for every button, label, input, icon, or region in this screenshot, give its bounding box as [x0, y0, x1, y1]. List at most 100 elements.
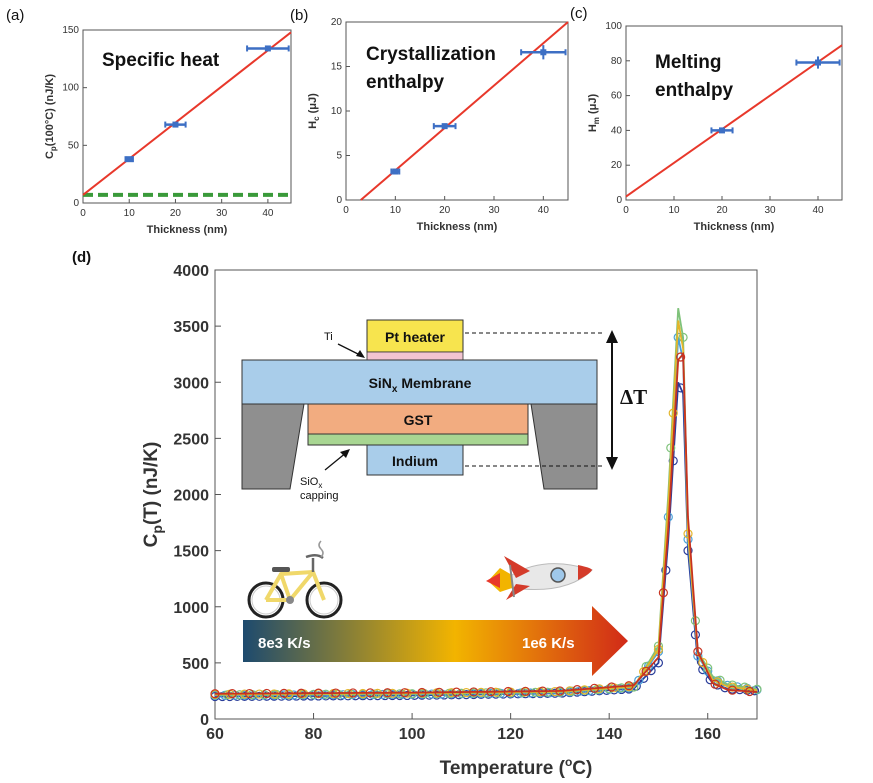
series-marker-4 — [607, 682, 617, 692]
y-tick-label: 5 — [336, 151, 342, 162]
y-tick-label: 100 — [62, 83, 79, 94]
y-tick-label: 15 — [331, 62, 343, 73]
x-tick-label: 60 — [206, 726, 224, 743]
series-marker-4 — [296, 688, 306, 698]
gst-label: GST — [404, 412, 433, 428]
pt-heater-label: Pt heater — [385, 329, 445, 345]
series-marker-4 — [279, 688, 289, 698]
data-point — [126, 156, 133, 163]
rate-slow-label: 8e3 K/s — [258, 635, 311, 652]
series-marker-4 — [417, 687, 427, 698]
series-marker-4 — [365, 688, 375, 698]
series-marker-4 — [693, 647, 703, 657]
series-marker-4 — [469, 687, 479, 697]
series-marker-3 — [727, 682, 737, 692]
y-tick-label: 40 — [611, 125, 623, 136]
x-tick-label: 10 — [668, 205, 680, 216]
y-tick-label: 3000 — [173, 375, 209, 392]
y-tick-label: 500 — [182, 656, 209, 673]
series-marker-3 — [668, 408, 678, 418]
annotation-crystallization: Crystallization — [366, 44, 496, 65]
y-tick-label: 2000 — [173, 488, 209, 505]
linear-fit-line — [82, 31, 292, 196]
bicycle-icon — [247, 540, 343, 619]
x-tick-label: 10 — [390, 205, 402, 216]
y-tick-label: 0 — [200, 712, 209, 729]
y-tick-label: 150 — [62, 25, 79, 36]
x-tick-label: 0 — [343, 205, 349, 216]
plot-area-frame — [625, 25, 843, 201]
calorimeter-schematic: Pt heater Ti SiNx Membrane GST Indium Si… — [241, 319, 647, 502]
ti-layer — [366, 351, 464, 361]
series-marker-4 — [451, 687, 462, 697]
x-tick-label: 20 — [716, 205, 728, 216]
series-marker-4 — [210, 689, 220, 699]
x-tick-label: 30 — [764, 205, 776, 216]
y-tick-label: 100 — [605, 21, 622, 32]
y-tick-label: 1500 — [173, 544, 209, 561]
x-axis-label: Thickness (nm) — [694, 221, 775, 233]
x-tick-label: 80 — [305, 726, 323, 743]
x-tick-label: 0 — [623, 205, 629, 216]
x-tick-label: 30 — [216, 208, 228, 219]
delta-t-arrow-top — [606, 330, 618, 343]
panel-label-a: (a) — [6, 7, 24, 24]
y-tick-label: 50 — [68, 140, 80, 151]
cooling-rate-arrow: 8e3 K/s 1e6 K/s — [243, 606, 628, 676]
y-tick-label: 10 — [331, 106, 343, 117]
data-point — [172, 121, 179, 128]
y-tick-label: 60 — [611, 91, 623, 102]
series-marker-3 — [698, 657, 708, 668]
indium-layer — [366, 444, 464, 476]
series-marker-2 — [678, 332, 688, 342]
delta-t-label: ΔT — [620, 385, 647, 409]
sin-membrane-layer — [241, 359, 598, 405]
y-axis-label: Cp(100°C) (nJ/K) — [44, 74, 58, 159]
rocket-icon — [486, 556, 593, 600]
x-tick-label: 20 — [170, 208, 182, 219]
pt-heater-layer — [366, 319, 464, 353]
data-point — [392, 168, 399, 175]
y-tick-label: 2500 — [173, 431, 209, 448]
y-tick-label: 0 — [73, 198, 79, 209]
x-tick-label: 20 — [439, 205, 451, 216]
x-tick-label: 160 — [694, 726, 721, 743]
series-marker-4 — [503, 686, 513, 697]
x-tick-label: 40 — [812, 205, 824, 216]
series-marker-4 — [486, 687, 496, 697]
plot-area-frame — [82, 29, 292, 204]
x-tick-label: 100 — [399, 726, 426, 743]
y-tick-label: 4000 — [173, 263, 209, 280]
series-marker-4 — [348, 688, 358, 698]
series-marker-4 — [382, 688, 393, 698]
y-tick-label: 80 — [611, 56, 623, 67]
indium-label: Indium — [392, 453, 438, 469]
annotation-specific-heat: Specific heat — [102, 50, 220, 71]
silicon-support-left — [241, 403, 305, 490]
y-axis-label: Hc (μJ) — [307, 93, 321, 129]
series-marker-4 — [710, 679, 720, 689]
y-tick-label: 0 — [616, 195, 622, 206]
chart-melting-enthalpy: 0 10 20 30 40 0 20 40 60 80 100 Thickness (nm) Hm (μ… — [587, 21, 843, 233]
capping-label-1: SiOx — [300, 476, 322, 490]
membrane-label: SiNx Membrane — [369, 375, 472, 395]
series-marker-4 — [244, 688, 255, 699]
series-marker-4 — [538, 686, 548, 696]
x-axis-label: Thickness (nm) — [147, 224, 228, 236]
y-tick-label: 20 — [331, 17, 343, 28]
data-point — [540, 49, 547, 56]
series-marker-4 — [589, 683, 600, 693]
x-tick-label: 10 — [124, 208, 136, 219]
x-axis-label: Thickness (nm) — [417, 221, 498, 233]
delta-t-arrow-bottom — [606, 457, 618, 470]
x-tick-label: 140 — [596, 726, 623, 743]
siox-capping-layer — [307, 433, 529, 446]
data-point — [264, 45, 271, 52]
data-point — [719, 127, 725, 134]
annotation-enthalpy-c: enthalpy — [655, 80, 734, 101]
panel-label-d: (d) — [72, 249, 91, 266]
chart-crystallization-enthalpy: 0 10 20 30 40 0 5 10 15 20 Thickness (nm) Hc (μJ) — [307, 17, 569, 233]
series-marker-4 — [658, 588, 668, 598]
series-marker-4 — [313, 688, 324, 698]
annotation-enthalpy-b: enthalpy — [366, 72, 445, 93]
